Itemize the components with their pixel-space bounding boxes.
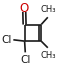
- Text: Cl: Cl: [20, 55, 30, 65]
- Text: CH₃: CH₃: [40, 51, 56, 60]
- Text: CH₃: CH₃: [40, 5, 56, 14]
- Text: O: O: [20, 2, 29, 15]
- Text: Cl: Cl: [1, 35, 12, 45]
